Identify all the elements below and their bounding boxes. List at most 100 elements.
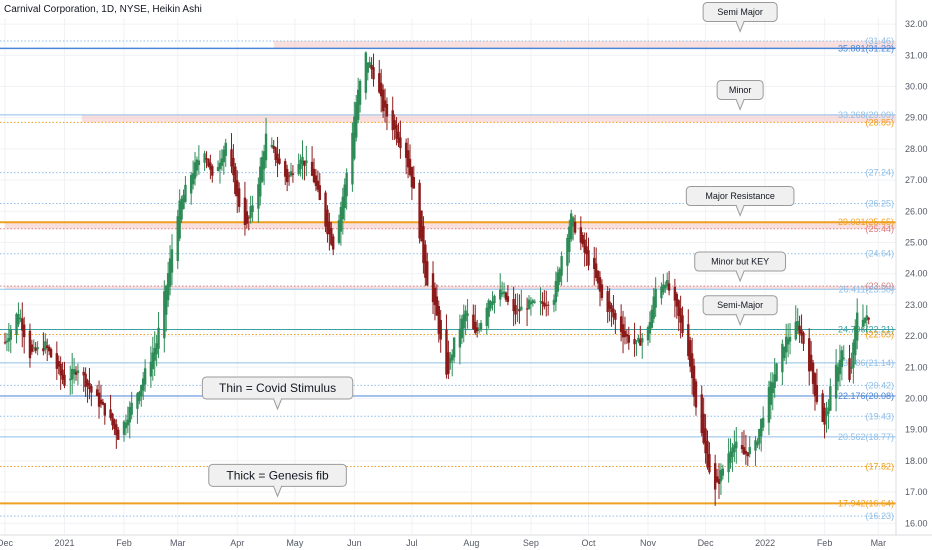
candle-body (662, 284, 665, 293)
candle-body (809, 354, 813, 371)
candle-body (863, 317, 867, 324)
candle-body (222, 149, 226, 163)
candle-body (345, 172, 348, 197)
x-tick-label: Aug (463, 538, 479, 548)
y-tick-label: 17.00 (905, 487, 928, 497)
y-tick-label: 24.00 (905, 269, 928, 279)
candle-body (289, 171, 293, 176)
callout: Major Resistance (685, 186, 795, 217)
candle-body (272, 145, 275, 149)
candle-body (15, 313, 18, 335)
candle-body (848, 358, 851, 380)
candle-body (646, 327, 650, 341)
candle-body (410, 166, 414, 188)
y-tick-label: 27.00 (905, 175, 928, 185)
candle-body (462, 314, 465, 329)
candle-body (264, 133, 268, 161)
candle-body (460, 318, 464, 339)
candle-body (514, 305, 517, 315)
candle-body (128, 407, 131, 423)
x-tick-label: 2022 (755, 538, 775, 548)
candle-body (704, 428, 707, 454)
candle-body (635, 340, 638, 342)
fib-level-label: (19.43) (865, 411, 894, 421)
candle-body (170, 249, 174, 273)
y-tick-label: 29.00 (905, 113, 928, 123)
callout-mask (736, 97, 744, 101)
fib-level-label: (17.82) (865, 462, 894, 472)
candle-body (351, 132, 354, 185)
callouts: Semi Major Minor Major Resistance Minor but… (201, 1, 795, 498)
candle-body (9, 329, 12, 340)
callout-text: Major Resistance (705, 191, 775, 201)
candle-body (771, 382, 774, 394)
candle-body (566, 237, 569, 266)
callout-mask (736, 19, 744, 23)
candle-body (840, 350, 844, 368)
candle-body (539, 301, 542, 303)
candle-body (209, 162, 212, 170)
candle-body (305, 160, 308, 164)
candle-body (533, 301, 536, 303)
candle-body (237, 188, 241, 207)
candle-body (426, 261, 429, 286)
candle-body (518, 309, 521, 312)
candle-body (861, 319, 865, 327)
candle-body (761, 417, 765, 428)
candle-body (713, 463, 717, 490)
candle-body (109, 409, 112, 419)
candle-body (854, 326, 857, 356)
candle-body (326, 209, 329, 235)
candle-body (381, 89, 385, 112)
candle-body (449, 357, 452, 364)
candle-body (111, 413, 114, 426)
resistance-zone (5, 286, 896, 290)
candle-body (681, 315, 684, 334)
candle-body (370, 64, 373, 70)
fib-level-label: (26.25) (865, 199, 894, 209)
candle-body (364, 52, 368, 93)
x-tick-label: Sep (523, 538, 539, 548)
candle-body (245, 211, 249, 224)
callout: Thick = Genesis fib (208, 463, 347, 498)
candle-body (140, 385, 143, 397)
candle-body (733, 444, 736, 453)
candle-body (247, 217, 250, 219)
candle-body (34, 347, 37, 351)
candle-body (506, 296, 510, 302)
candle-body (560, 256, 563, 276)
candle-body (49, 349, 53, 358)
candle-body (587, 250, 590, 266)
y-tick-label: 16.00 (905, 518, 928, 528)
candle-body (176, 216, 179, 261)
candle-body (299, 159, 302, 170)
candle-body (189, 175, 193, 194)
candle-body (316, 180, 320, 190)
candle-body (42, 348, 45, 352)
candle-body (324, 192, 327, 227)
candle-body (195, 159, 199, 171)
candle-body (284, 161, 287, 177)
y-tick-label: 21.00 (905, 362, 928, 372)
candle-body (278, 158, 281, 164)
callout: Thin = Covid Stimulus (201, 376, 354, 411)
x-tick-label: Apr (230, 538, 244, 548)
candle-body (399, 137, 402, 149)
candle-body (594, 263, 598, 279)
candle-body (97, 392, 101, 407)
y-axis-panel (896, 0, 932, 550)
candle-body (652, 296, 655, 319)
candle-body (7, 338, 11, 342)
callout-pointer (735, 205, 745, 217)
candle-body (3, 342, 7, 344)
candle-body (90, 386, 93, 393)
candle-body (520, 306, 523, 311)
candle-body (230, 149, 233, 167)
candle-body (44, 341, 47, 350)
candle-body (554, 281, 558, 303)
candle-body (775, 363, 778, 382)
candle-body (422, 225, 425, 264)
candle-body (677, 300, 680, 317)
candle-body (412, 177, 416, 189)
candle-body (211, 166, 214, 176)
